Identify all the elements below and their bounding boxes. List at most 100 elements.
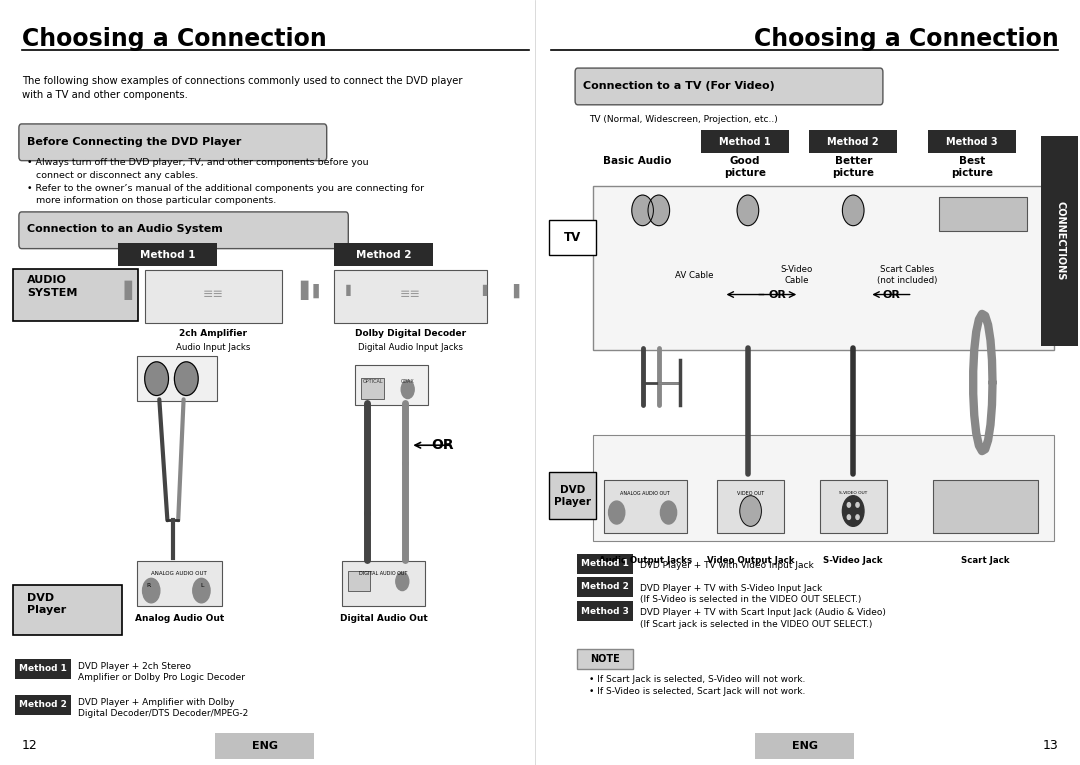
Text: Scart Jack: Scart Jack (961, 556, 1010, 565)
Text: CONNECTIONS: CONNECTIONS (1055, 201, 1065, 281)
FancyBboxPatch shape (577, 601, 633, 621)
FancyBboxPatch shape (145, 270, 282, 323)
Text: DVD Player + Amplifier with Dolby: DVD Player + Amplifier with Dolby (78, 698, 234, 707)
Text: NOTE: NOTE (590, 654, 620, 665)
Text: L: L (201, 583, 204, 588)
Text: Before Connecting the DVD Player: Before Connecting the DVD Player (27, 136, 241, 147)
FancyBboxPatch shape (577, 577, 633, 597)
Circle shape (848, 515, 851, 519)
FancyBboxPatch shape (939, 197, 1027, 231)
Circle shape (145, 362, 168, 396)
FancyBboxPatch shape (1041, 136, 1079, 346)
Text: ≡≡: ≡≡ (400, 288, 421, 301)
FancyBboxPatch shape (717, 480, 784, 533)
Circle shape (848, 503, 851, 507)
Text: Better
picture: Better picture (833, 156, 874, 178)
Text: R: R (147, 583, 150, 588)
Text: R: R (612, 503, 617, 509)
Text: Good
picture: Good picture (725, 156, 766, 178)
FancyBboxPatch shape (577, 554, 633, 574)
FancyBboxPatch shape (118, 243, 217, 266)
Text: Digital Decoder/DTS Decoder/MPEG-2: Digital Decoder/DTS Decoder/MPEG-2 (78, 709, 248, 718)
Text: DVD
Player: DVD Player (554, 484, 591, 507)
FancyBboxPatch shape (549, 472, 596, 519)
Circle shape (855, 503, 860, 507)
Text: OPTICAL: OPTICAL (362, 379, 383, 384)
FancyBboxPatch shape (19, 212, 348, 249)
FancyBboxPatch shape (928, 130, 1016, 153)
Circle shape (842, 195, 864, 226)
Text: Connection to an Audio System: Connection to an Audio System (27, 224, 222, 235)
Text: Method 2: Method 2 (355, 249, 411, 260)
FancyBboxPatch shape (136, 561, 222, 606)
Text: COAX: COAX (401, 379, 415, 384)
Text: S-Video
Cable: S-Video Cable (781, 265, 812, 285)
FancyBboxPatch shape (604, 480, 687, 533)
Circle shape (192, 578, 210, 603)
FancyBboxPatch shape (341, 561, 426, 606)
FancyBboxPatch shape (820, 480, 887, 533)
Text: Method 3: Method 3 (946, 136, 998, 147)
Text: Digital Audio Input Jacks: Digital Audio Input Jacks (357, 343, 463, 352)
Text: Amplifier or Dolby Pro Logic Decoder: Amplifier or Dolby Pro Logic Decoder (78, 673, 245, 682)
Text: DVD Player + TV with Scart Input Jack (Audio & Video): DVD Player + TV with Scart Input Jack (A… (639, 608, 886, 617)
Text: AUDIO
SYSTEM: AUDIO SYSTEM (27, 275, 78, 298)
Text: ANALOG AUDIO OUT: ANALOG AUDIO OUT (151, 571, 207, 576)
Text: DVD Player + TV with Video Input Jack: DVD Player + TV with Video Input Jack (639, 561, 813, 570)
Text: • Refer to the owner’s manual of the additional components you are connecting fo: • Refer to the owner’s manual of the add… (27, 184, 424, 205)
Text: Choosing a Connection: Choosing a Connection (754, 27, 1058, 50)
Circle shape (395, 572, 409, 591)
Text: VIDEO OUT: VIDEO OUT (737, 491, 765, 496)
FancyBboxPatch shape (755, 733, 854, 759)
FancyBboxPatch shape (362, 378, 384, 399)
FancyBboxPatch shape (576, 68, 883, 105)
FancyBboxPatch shape (549, 220, 596, 255)
Text: Best
picture: Best picture (951, 156, 993, 178)
FancyBboxPatch shape (809, 130, 897, 153)
Text: AV Cable: AV Cable (675, 271, 713, 280)
Text: Choosing a Connection: Choosing a Connection (22, 27, 326, 50)
Text: ANALOG AUDIO OUT: ANALOG AUDIO OUT (620, 491, 671, 496)
Text: Basic Audio: Basic Audio (603, 156, 672, 166)
FancyBboxPatch shape (15, 659, 71, 679)
Text: S-Video Jack: S-Video Jack (823, 556, 883, 565)
Text: TV: TV (564, 231, 581, 243)
Circle shape (660, 501, 676, 524)
Text: 12: 12 (22, 740, 38, 752)
FancyBboxPatch shape (15, 695, 71, 715)
FancyBboxPatch shape (215, 733, 314, 759)
Circle shape (842, 496, 864, 526)
FancyBboxPatch shape (701, 130, 789, 153)
Circle shape (632, 195, 653, 226)
FancyBboxPatch shape (933, 480, 1038, 533)
FancyBboxPatch shape (19, 124, 327, 161)
Text: • Always turn off the DVD player, TV, and other components before you
   connect: • Always turn off the DVD player, TV, an… (27, 158, 368, 180)
Text: Scart Cables
(not included): Scart Cables (not included) (877, 265, 937, 285)
Text: Digital Audio Out: Digital Audio Out (339, 614, 428, 623)
FancyBboxPatch shape (355, 365, 428, 405)
Text: Method 1: Method 1 (719, 136, 771, 147)
Text: (If Scart jack is selected in the VIDEO OUT SELECT.): (If Scart jack is selected in the VIDEO … (639, 620, 873, 629)
Text: ≡≡: ≡≡ (203, 288, 224, 301)
Circle shape (740, 496, 761, 526)
Text: Video Output Jack: Video Output Jack (706, 556, 795, 565)
FancyBboxPatch shape (136, 356, 217, 401)
Text: Method 2: Method 2 (581, 582, 629, 591)
Text: DVD
Player: DVD Player (27, 593, 66, 615)
Text: OR: OR (882, 289, 900, 300)
FancyBboxPatch shape (348, 571, 370, 591)
Text: L: L (671, 503, 674, 509)
Text: TV (Normal, Widescreen, Projection, etc..): TV (Normal, Widescreen, Projection, etc.… (589, 115, 778, 124)
Text: 13: 13 (1042, 740, 1058, 752)
Text: ▌: ▌ (300, 281, 315, 301)
Text: ENG: ENG (252, 741, 278, 751)
Text: DVD Player + 2ch Stereo: DVD Player + 2ch Stereo (78, 662, 191, 671)
Text: 2ch Amplifier: 2ch Amplifier (179, 329, 247, 338)
Text: Audio Input Jacks: Audio Input Jacks (176, 343, 251, 352)
Text: ▌: ▌ (513, 284, 524, 298)
Text: OR: OR (432, 438, 454, 452)
Text: Audio Output Jacks: Audio Output Jacks (598, 556, 692, 565)
Circle shape (402, 380, 415, 399)
Circle shape (855, 515, 860, 519)
Text: • If S-Video is selected, Scart Jack will not work.: • If S-Video is selected, Scart Jack wil… (589, 687, 805, 696)
